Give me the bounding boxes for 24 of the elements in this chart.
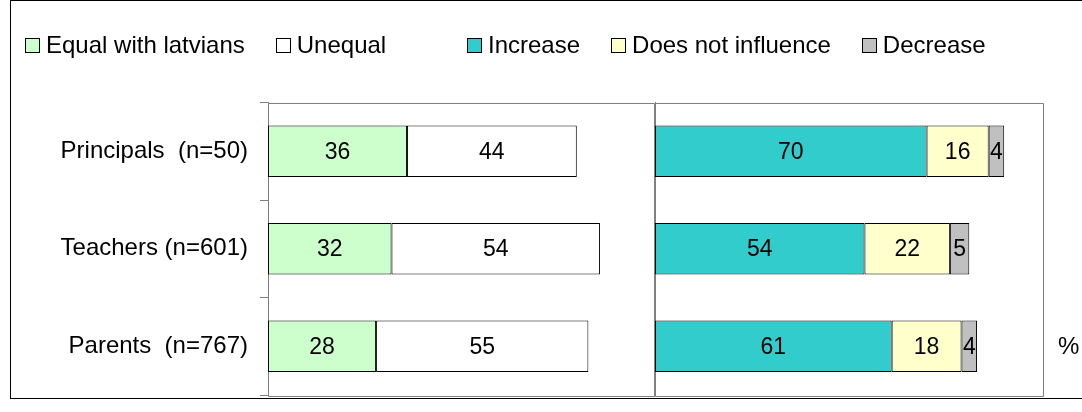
data-label: 22 [894, 235, 920, 262]
data-label: 54 [482, 235, 509, 262]
y-tick-label: Parents (n=767) [68, 330, 248, 358]
legend-label: Does not influence [632, 31, 831, 59]
data-label: 28 [309, 332, 335, 359]
data-label: 4 [962, 332, 976, 359]
data-label: 61 [760, 332, 787, 359]
data-label: 44 [479, 137, 505, 164]
data-label: 54 [746, 235, 773, 262]
text: % [1058, 331, 1080, 359]
data-label: 55 [469, 332, 496, 359]
text: Unequal [296, 31, 387, 59]
data-label: 32 [316, 235, 343, 262]
y-tick-label: Teachers (n=601) [60, 233, 248, 261]
data-label: 16 [944, 137, 971, 164]
data-label: 70 [778, 137, 804, 164]
legend-label: Increase [488, 31, 581, 59]
legend-label: Equal with latvians [46, 31, 245, 59]
data-label: 4 [990, 137, 1004, 164]
data-label: 36 [324, 137, 351, 164]
y-tick-label: Principals (n=50) [60, 135, 248, 163]
data-label: 18 [913, 332, 940, 359]
legend-label: Decrease [882, 31, 986, 59]
data-label: 5 [953, 235, 966, 262]
